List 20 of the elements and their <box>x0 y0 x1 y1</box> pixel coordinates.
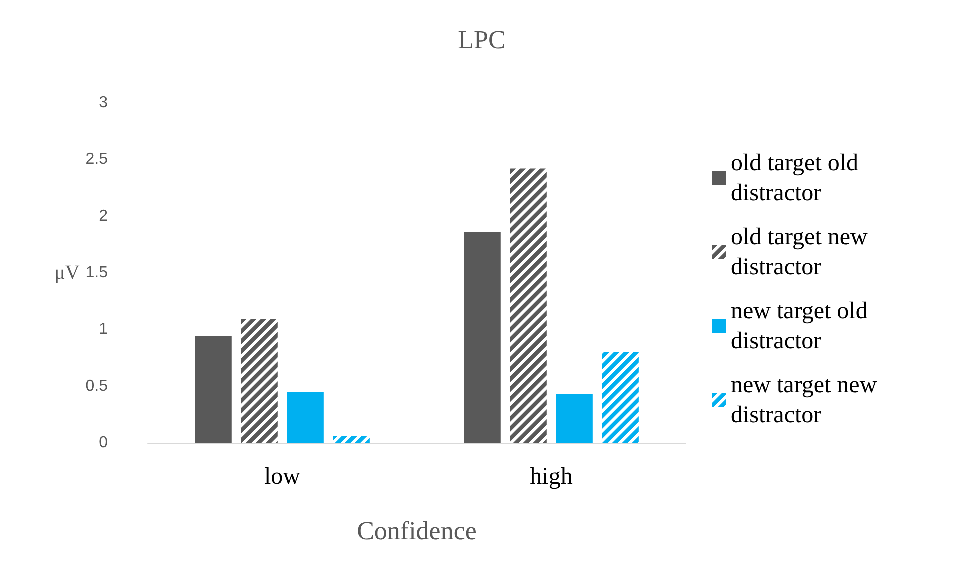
bar <box>195 336 232 443</box>
y-tick-label: 1 <box>99 321 108 338</box>
bar <box>556 394 593 443</box>
x-tick-label: high <box>530 464 573 490</box>
legend-label: new target old distractor <box>731 298 874 354</box>
legend-label: old target old distractor <box>731 150 865 206</box>
bar <box>287 392 324 443</box>
y-tick-label: 3 <box>99 94 108 112</box>
legend-label: old target new distractor <box>731 224 874 280</box>
y-tick-label: 2.5 <box>86 151 108 168</box>
bar <box>464 232 501 443</box>
legend-label: new target new distractor <box>731 372 884 428</box>
y-tick-label: 0 <box>99 434 108 452</box>
x-tick-label: low <box>264 464 302 490</box>
y-axis-title: μV <box>54 262 80 284</box>
chart-title: LPC <box>458 26 506 54</box>
y-tick-label: 2 <box>99 208 108 225</box>
y-tick-label: 0.5 <box>86 378 108 395</box>
x-axis-title: Confidence <box>357 516 477 546</box>
y-tick-label: 1.5 <box>86 264 108 282</box>
